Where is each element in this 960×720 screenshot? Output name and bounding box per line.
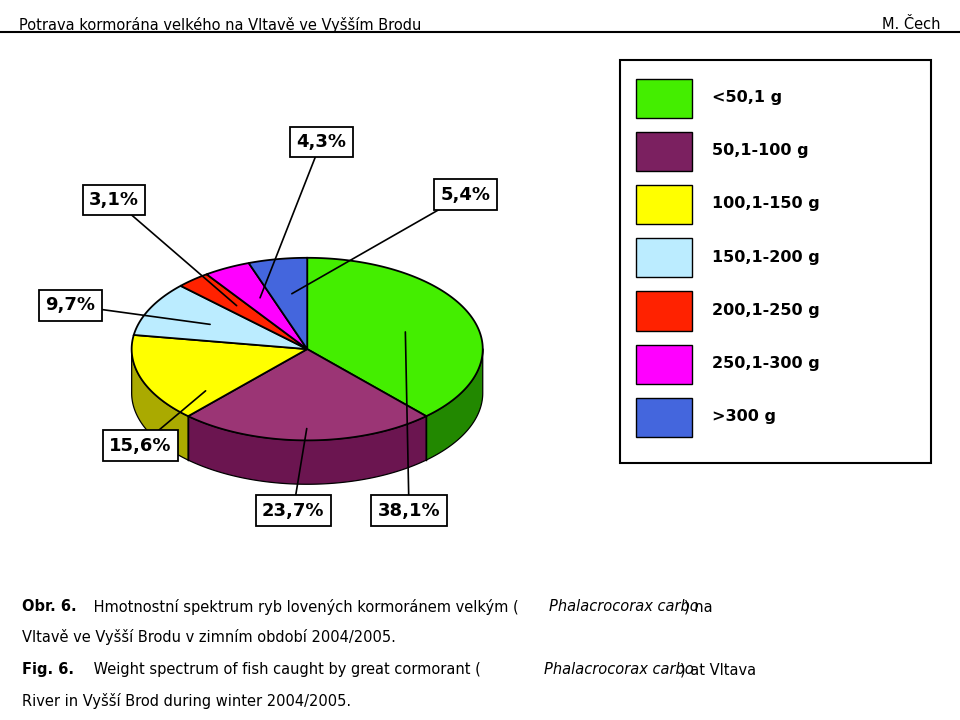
- Text: River in Vyšší Brod during winter 2004/2005.: River in Vyšší Brod during winter 2004/2…: [22, 693, 351, 708]
- Text: Phalacrocorax carbo: Phalacrocorax carbo: [544, 662, 694, 678]
- Text: <50,1 g: <50,1 g: [712, 90, 782, 105]
- Text: Fig. 6.: Fig. 6.: [22, 662, 74, 678]
- FancyBboxPatch shape: [636, 345, 692, 384]
- Text: 50,1-100 g: 50,1-100 g: [712, 143, 809, 158]
- FancyBboxPatch shape: [619, 60, 931, 463]
- FancyBboxPatch shape: [636, 132, 692, 171]
- FancyBboxPatch shape: [636, 185, 692, 225]
- Polygon shape: [249, 258, 307, 349]
- Polygon shape: [206, 263, 307, 349]
- Text: ) at Vltava: ) at Vltava: [680, 662, 756, 678]
- Text: Hmotnostní spektrum ryb lovených kormoránem velkým (: Hmotnostní spektrum ryb lovených kormorá…: [89, 599, 519, 615]
- Polygon shape: [307, 258, 483, 416]
- Text: 9,7%: 9,7%: [45, 296, 95, 314]
- Text: 5,4%: 5,4%: [441, 186, 491, 204]
- Text: 250,1-300 g: 250,1-300 g: [712, 356, 820, 371]
- Text: M. Čech: M. Čech: [882, 17, 941, 32]
- FancyBboxPatch shape: [636, 397, 692, 437]
- Text: Vltavě ve Vyšší Brodu v zimním období 2004/2005.: Vltavě ve Vyšší Brodu v zimním období 20…: [22, 629, 396, 645]
- Text: Phalacrocorax carbo: Phalacrocorax carbo: [549, 599, 699, 614]
- Text: Potrava kormorána velkého na Vltavě ve Vyšším Brodu: Potrava kormorána velkého na Vltavě ve V…: [19, 17, 421, 32]
- Text: Obr. 6.: Obr. 6.: [22, 599, 77, 614]
- Polygon shape: [188, 349, 426, 441]
- Text: >300 g: >300 g: [712, 409, 777, 424]
- Text: 38,1%: 38,1%: [377, 502, 441, 520]
- Polygon shape: [132, 335, 307, 416]
- Text: 3,1%: 3,1%: [89, 191, 139, 209]
- Text: Weight spectrum of fish caught by great cormorant (: Weight spectrum of fish caught by great …: [89, 662, 481, 678]
- Polygon shape: [426, 348, 483, 460]
- Text: ) na: ) na: [684, 599, 713, 614]
- Polygon shape: [132, 348, 188, 460]
- Text: 150,1-200 g: 150,1-200 g: [712, 250, 820, 264]
- Polygon shape: [133, 286, 307, 349]
- Text: 200,1-250 g: 200,1-250 g: [712, 302, 820, 318]
- FancyBboxPatch shape: [636, 292, 692, 330]
- Text: 23,7%: 23,7%: [262, 502, 324, 520]
- Polygon shape: [188, 416, 426, 485]
- FancyBboxPatch shape: [636, 79, 692, 118]
- Text: 4,3%: 4,3%: [297, 133, 347, 151]
- Polygon shape: [180, 274, 307, 349]
- Text: 100,1-150 g: 100,1-150 g: [712, 197, 820, 212]
- FancyBboxPatch shape: [636, 238, 692, 277]
- Text: 15,6%: 15,6%: [109, 436, 172, 454]
